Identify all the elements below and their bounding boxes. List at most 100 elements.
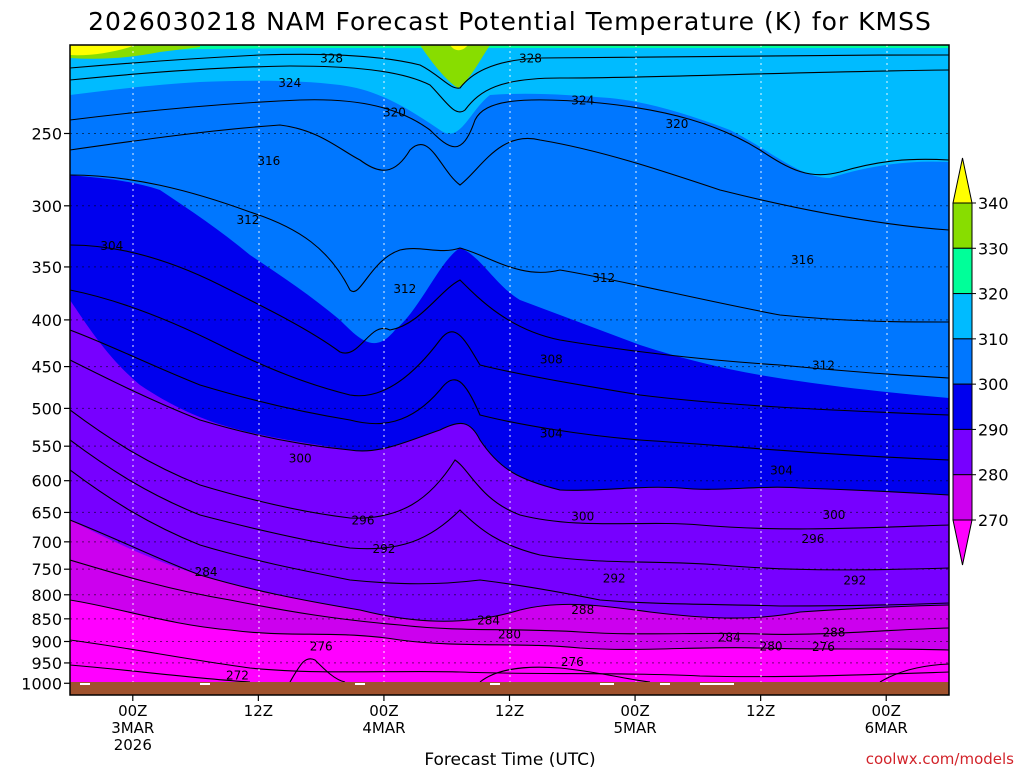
contour-label: 280 [498, 627, 521, 641]
contour-line [70, 99, 949, 176]
y-tick-label: 450 [31, 358, 62, 377]
contour-label: 280 [760, 640, 783, 654]
contour-label: 288 [822, 626, 845, 640]
contour-label: 304 [770, 464, 793, 478]
chart-title: 2026030218 NAM Forecast Potential Temper… [88, 7, 932, 36]
contour-line [70, 289, 949, 416]
contour-label: 312 [812, 359, 835, 373]
grid-lines [132, 45, 888, 695]
colorbar-tick-label: 310 [978, 330, 1009, 349]
contour-line [70, 469, 949, 607]
contour-labels: 328 328 324 324 320 320 316 316 312 312 312 312 308 3… [100, 52, 866, 683]
contour-label: 296 [352, 513, 375, 527]
contour-label: 276 [310, 639, 333, 653]
colorbar-tick-label: 330 [978, 239, 1009, 258]
colorbar-segment [952, 202, 973, 249]
contour-label: 320 [383, 105, 406, 119]
colorbar-segment [952, 293, 973, 340]
contour-label: 296 [802, 532, 825, 546]
contour-label: 276 [812, 640, 835, 654]
band-above-340 [70, 45, 468, 56]
contour-label: 300 [571, 510, 594, 524]
x-tick-label: 00Z [118, 702, 147, 720]
contour-line [289, 658, 346, 683]
contour-label: 328 [519, 52, 542, 66]
contour-label: 324 [278, 76, 301, 90]
colorbar-segment [952, 428, 973, 476]
contour-line [70, 65, 949, 113]
band-310-320 [70, 45, 949, 178]
contour-label: 276 [561, 655, 584, 669]
x-tick-label: 00Z [872, 702, 901, 720]
colorbar-tick-label: 270 [978, 511, 1009, 530]
contour-label: 308 [540, 352, 563, 366]
contour-line [70, 359, 949, 496]
contour-label: 312 [592, 271, 615, 285]
contour-line [879, 663, 949, 683]
colorbar-segment [952, 338, 973, 385]
y-tick-label: 1000 [21, 674, 62, 693]
credit-text: coolwx.com/models [866, 750, 1014, 768]
y-tick-label: 800 [31, 586, 62, 605]
y-tick-label: 300 [31, 197, 62, 216]
contour-label: 284 [195, 565, 218, 579]
colorbar-tick-label: 340 [978, 194, 1009, 213]
colorbar-segment [952, 247, 973, 295]
contour-label: 292 [603, 572, 626, 586]
terrain-speck [660, 683, 670, 685]
x-tick-label: 3MAR [111, 719, 154, 737]
y-tick-label: 750 [31, 560, 62, 579]
colorbar-segment [952, 383, 973, 430]
contour-label: 320 [665, 117, 688, 131]
terrain-speck [700, 683, 734, 685]
contour-line [70, 519, 949, 622]
colorbar-tick-label: 290 [978, 420, 1009, 439]
terrain-speck [355, 683, 365, 685]
terrain-speck [200, 683, 210, 685]
colorbar-top-triangle [952, 157, 973, 204]
y-tick-label: 550 [31, 437, 62, 456]
plot-area: 328 328 324 324 320 320 316 316 312 312 312 312 308 3… [70, 45, 949, 695]
y-tick-label: 250 [31, 124, 62, 143]
colorbar: 340 330 320 310 300 290 280 270 [952, 157, 1009, 566]
x-tick-label: 5MAR [613, 719, 656, 737]
x-tick-label: 00Z [369, 702, 398, 720]
contour-label: 300 [289, 451, 312, 465]
contour-label: 316 [257, 154, 280, 168]
contour-label: 312 [393, 282, 416, 296]
x-tick-label: 00Z [620, 702, 649, 720]
contour-line [70, 664, 251, 683]
contour-line [70, 559, 949, 635]
contour-line [70, 174, 949, 323]
x-tick-label: 12Z [746, 702, 775, 720]
y-tick-label: 650 [31, 503, 62, 522]
y-axis: 250 300 350 400 450 500 550 600 650 700 750 800 850 9… [21, 124, 70, 693]
x-tick-label: 12Z [244, 702, 273, 720]
contour-line [70, 329, 949, 461]
y-tick-label: 350 [31, 258, 62, 277]
x-tick-label: 4MAR [362, 719, 405, 737]
contour-line [70, 244, 949, 379]
colorbar-bottom-triangle [952, 519, 973, 566]
contour-label: 328 [320, 52, 343, 66]
colorbar-tick-label: 320 [978, 285, 1009, 304]
x-axis-label: Forecast Time (UTC) [424, 750, 595, 768]
x-tick-label: 2026 [114, 736, 152, 754]
colorbar-tick-label: 280 [978, 466, 1009, 485]
terrain-speck [600, 683, 614, 685]
contour-line [70, 409, 949, 530]
colorbar-tick-label: 300 [978, 375, 1009, 394]
contour-label: 288 [571, 603, 594, 617]
y-tick-label: 500 [31, 399, 62, 418]
terrain-speck [490, 683, 500, 685]
contour-label: 300 [822, 508, 845, 522]
contour-label: 312 [236, 213, 259, 227]
contour-label: 292 [372, 542, 395, 556]
terrain-speck [80, 683, 90, 685]
contour-line [70, 124, 949, 231]
colorbar-segment [952, 474, 973, 521]
contour-label: 324 [571, 93, 594, 107]
grid-y-lines [70, 132, 949, 684]
contour-line [70, 639, 949, 678]
y-tick-label: 600 [31, 472, 62, 491]
